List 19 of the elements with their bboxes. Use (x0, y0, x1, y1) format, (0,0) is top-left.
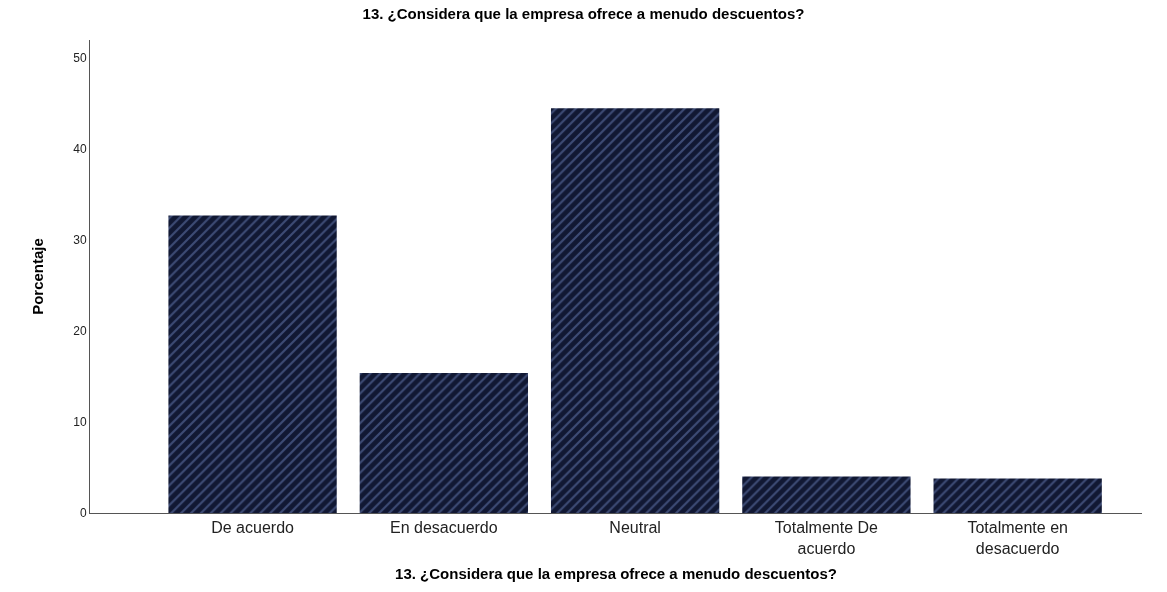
x-tick-label: De acuerdo (211, 519, 295, 537)
bar (933, 478, 1102, 513)
y-tick-label: 50 (73, 51, 87, 66)
y-tick-label: 20 (73, 324, 87, 339)
y-axis-title: Porcentaje (29, 238, 47, 315)
bar (550, 108, 720, 513)
bar (168, 215, 337, 513)
x-tick-label: Neutral (609, 519, 661, 537)
x-axis-title: 13. ¿Considera que la empresa ofrece a menudo descuentos? (395, 565, 837, 582)
x-tick-label: Totalmente en desacuerdo (967, 519, 1068, 557)
x-tick-label: Totalmente De acuerdo (774, 519, 879, 557)
y-tick-label: 30 (73, 233, 87, 248)
y-tick-label: 10 (73, 415, 87, 430)
bar (742, 476, 911, 513)
x-tick-label: En desacuerdo (390, 519, 498, 537)
y-tick-label: 0 (79, 506, 87, 521)
bar (359, 372, 529, 513)
y-tick-label: 40 (73, 142, 87, 157)
chart-title: 13. ¿Considera que la empresa ofrece a menudo descuentos? (362, 5, 805, 23)
